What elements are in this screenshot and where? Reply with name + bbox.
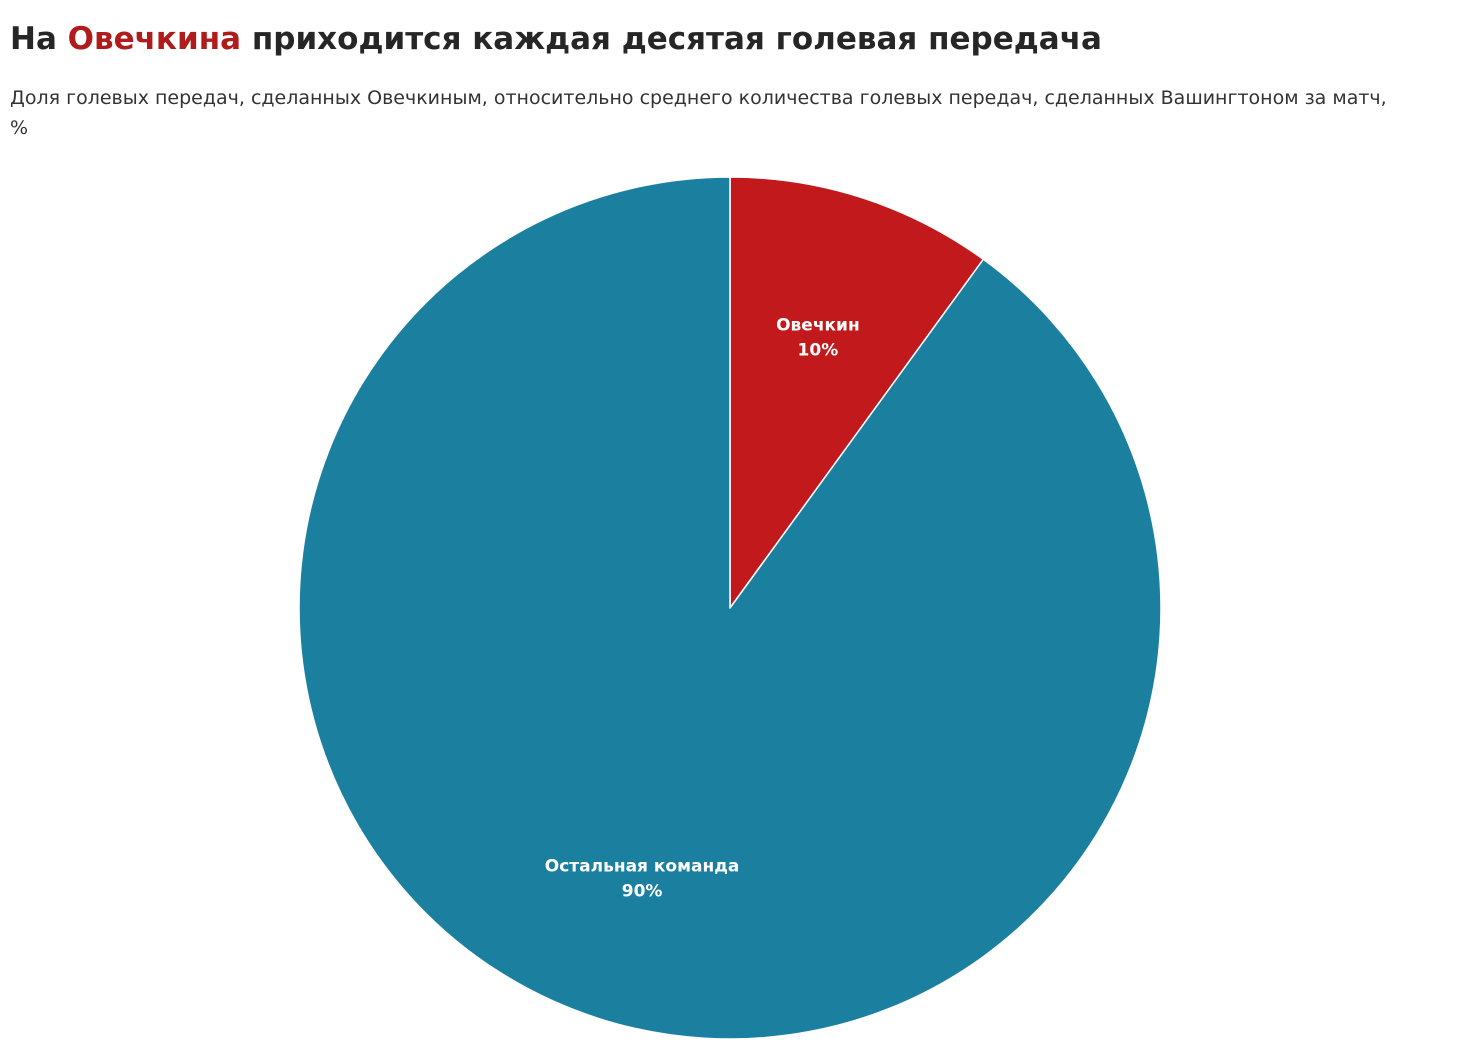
slice-value-label-0: 10%: [798, 340, 839, 360]
slice-value-label-1: 90%: [622, 882, 663, 902]
chart-title-accent: Овечкина: [67, 21, 242, 57]
chart-title: На Овечкина приходится каждая десятая го…: [10, 18, 1102, 60]
chart-subtitle: Доля голевых передач, сделанных Овечкины…: [10, 87, 1387, 139]
pie-slice-0: [729, 176, 985, 609]
slice-label-1: Остальная команда: [545, 857, 740, 877]
slice-label-0: Овечкин: [776, 315, 860, 335]
chart-title-prefix: На: [10, 21, 68, 57]
chart-title-suffix: приходится каждая десятая голевая переда…: [241, 21, 1102, 57]
pie-slice-1: [298, 176, 1162, 1040]
